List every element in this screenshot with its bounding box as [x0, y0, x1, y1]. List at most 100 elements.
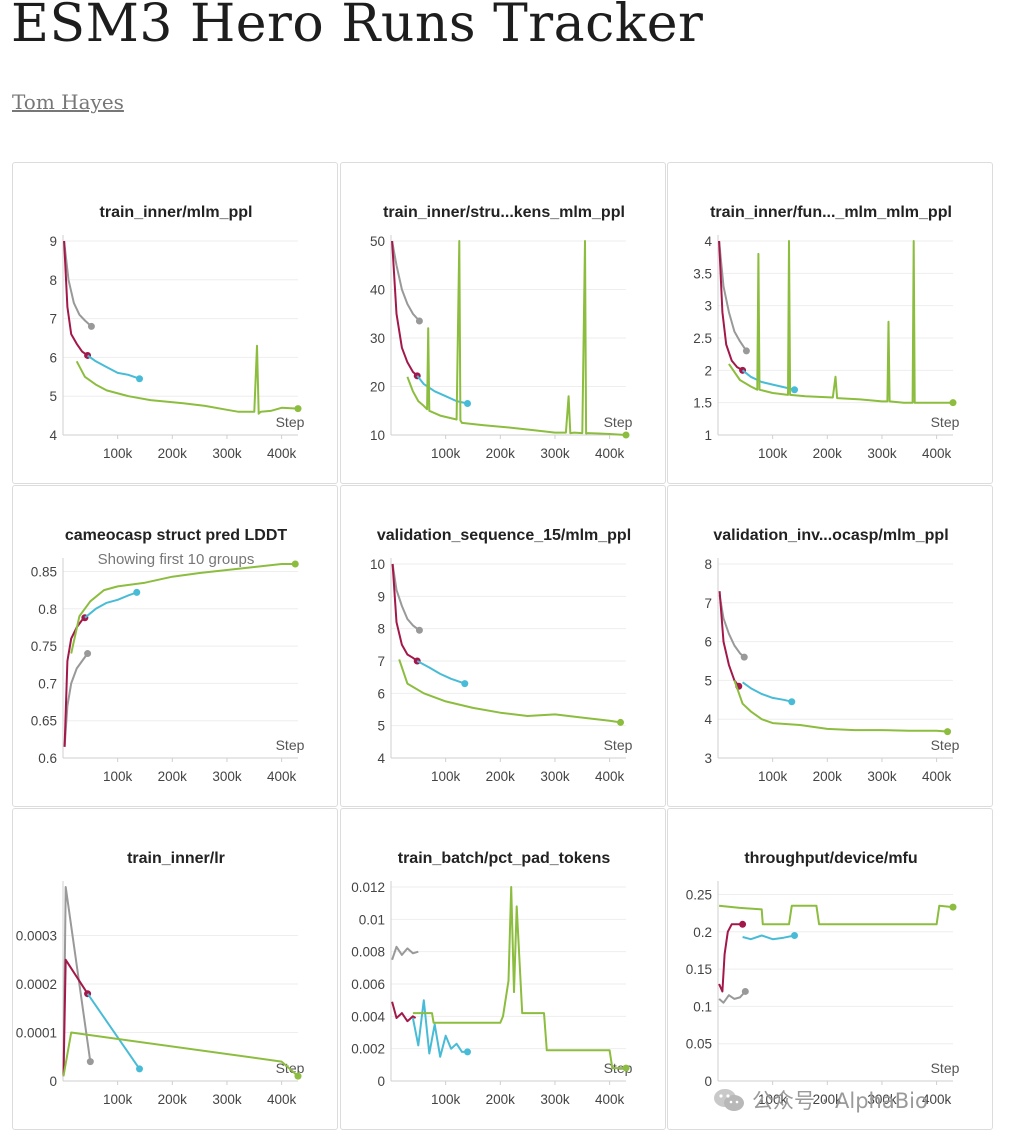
x-tick-label: 300k	[212, 446, 242, 461]
chart-panel[interactable]: train_inner/lr 0 0.0001 0.0002 0.0003 100k 200…	[12, 808, 338, 1130]
x-tick-label: 400k	[595, 769, 625, 784]
series-line-green	[733, 680, 948, 733]
x-axis-label: Step	[931, 737, 960, 753]
x-tick-label: 400k	[922, 446, 952, 461]
x-tick-label: 100k	[103, 1092, 133, 1107]
series-end-point	[791, 386, 799, 394]
y-tick-label: 0.002	[351, 1042, 385, 1057]
y-tick-label: 0	[49, 1074, 57, 1089]
y-tick-label: 4	[49, 428, 57, 443]
chart-panel[interactable]: throughput/device/mfu 0 0.05 0.1 0.15 0.2 0.25…	[667, 808, 993, 1130]
series-end-point	[791, 932, 799, 939]
series-line-green	[75, 344, 299, 415]
x-tick-label: 100k	[431, 446, 461, 461]
series-end-point	[86, 1058, 94, 1066]
y-tick-label: 50	[370, 234, 385, 249]
y-tick-label: 0.1	[693, 999, 712, 1014]
series-line-cyan	[416, 375, 468, 405]
x-tick-label: 100k	[758, 446, 788, 461]
chart-panel[interactable]: validation_sequence_15/mlm_ppl 4 5 6 7 8 9 10 10…	[340, 485, 666, 807]
y-tick-label: 4	[704, 712, 712, 727]
y-tick-label: 0.0002	[16, 977, 57, 992]
series-end-point	[294, 1072, 302, 1080]
y-tick-label: 7	[377, 654, 385, 669]
chart-title: train_inner/fun..._mlm_mlm_ppl	[710, 204, 952, 221]
series-line-gray	[718, 594, 745, 658]
y-tick-label: 0.012	[351, 880, 385, 895]
wechat-icon	[714, 1089, 744, 1111]
y-tick-label: 8	[704, 557, 712, 572]
x-tick-label: 400k	[267, 446, 297, 461]
x-axis-label: Step	[931, 1060, 960, 1076]
series-line-green	[62, 1031, 299, 1077]
y-tick-label: 2	[704, 363, 712, 378]
y-tick-label: 2.5	[693, 331, 712, 346]
y-tick-label: 30	[370, 331, 385, 346]
series-end-point	[622, 1064, 630, 1072]
y-tick-label: 9	[377, 589, 385, 604]
chart-subtitle: Showing first 10 groups	[98, 551, 255, 568]
chart-title: throughput/device/mfu	[744, 850, 917, 867]
y-tick-label: 3.5	[693, 266, 712, 281]
y-tick-label: 0.85	[31, 564, 57, 579]
series-line-crimson	[391, 1001, 417, 1023]
chart-panel[interactable]: train_inner/mlm_ppl 4 5 6 7 8 9 100k 200k 300k 400…	[12, 162, 338, 484]
chart-panel[interactable]: train_inner/fun..._mlm_mlm_ppl 1 1.5 2 2.5 3 3…	[667, 162, 993, 484]
y-tick-label: 8	[377, 622, 385, 637]
x-tick-label: 200k	[813, 446, 843, 461]
y-tick-label: 5	[704, 673, 712, 688]
chart-panel[interactable]: train_batch/pct_pad_tokens 0 0.002 0.004 0.0…	[340, 808, 666, 1130]
y-tick-label: 0.8	[38, 602, 57, 617]
x-tick-label: 200k	[486, 446, 516, 461]
series-line-gray	[718, 990, 747, 1004]
x-axis-label: Step	[931, 414, 960, 430]
chart-svg: train_inner/fun..._mlm_mlm_ppl 1 1.5 2 2.5 3 3…	[693, 204, 960, 461]
y-tick-label: 40	[370, 283, 385, 298]
y-tick-label: 5	[377, 719, 385, 734]
x-tick-label: 300k	[540, 446, 570, 461]
x-axis-label: Step	[604, 737, 633, 753]
y-tick-label: 0	[377, 1074, 385, 1089]
author-link[interactable]: Tom Hayes	[12, 90, 124, 114]
series-end-point	[788, 698, 796, 706]
series-line-cyan	[742, 934, 795, 941]
x-tick-label: 300k	[867, 1092, 897, 1107]
series-line-gray	[391, 945, 419, 961]
series-line-cyan	[411, 999, 468, 1058]
series-end-point	[461, 680, 469, 688]
chart-panel[interactable]: cameocasp struct pred LDDT Showing first …	[12, 485, 338, 807]
series-end-point	[622, 431, 630, 439]
series-end-point	[949, 399, 957, 407]
chart-svg: cameocasp struct pred LDDT Showing first …	[31, 527, 305, 784]
y-tick-label: 0.2	[693, 925, 712, 940]
chart-panel[interactable]: validation_inv...ocasp/mlm_ppl 3 4 5 6 7 8 100k…	[667, 485, 993, 807]
y-tick-label: 0.01	[359, 912, 385, 927]
chart-svg: train_inner/stru...kens_mlm_ppl 10 20 30 40 5…	[370, 204, 633, 461]
series-line-cyan	[416, 660, 466, 685]
y-tick-label: 7	[49, 312, 57, 327]
x-tick-label: 200k	[486, 1092, 516, 1107]
series-line-crimson	[718, 923, 743, 993]
x-tick-label: 100k	[431, 1092, 461, 1107]
y-tick-label: 7	[704, 596, 712, 611]
y-tick-label: 0.006	[351, 977, 385, 992]
chart-panel[interactable]: train_inner/stru...kens_mlm_ppl 10 20 30 40 5…	[340, 162, 666, 484]
x-tick-label: 300k	[212, 1092, 242, 1107]
x-tick-label: 300k	[540, 769, 570, 784]
x-tick-label: 200k	[158, 1092, 188, 1107]
series-line-green	[70, 563, 296, 654]
series-line-green	[406, 240, 627, 436]
y-tick-label: 3	[704, 299, 712, 314]
series-line-green	[718, 904, 954, 926]
series-line-green	[398, 659, 621, 724]
chart-title: train_inner/stru...kens_mlm_ppl	[383, 204, 625, 221]
x-tick-label: 400k	[595, 1092, 625, 1107]
series-line-crimson	[391, 240, 418, 377]
y-tick-label: 0.004	[351, 1009, 385, 1024]
x-tick-label: 100k	[431, 769, 461, 784]
x-tick-label: 100k	[758, 1092, 788, 1107]
x-tick-label: 200k	[486, 769, 516, 784]
y-tick-label: 0.25	[686, 887, 712, 902]
series-line-cyan	[86, 993, 141, 1070]
series-end-point	[740, 653, 748, 661]
